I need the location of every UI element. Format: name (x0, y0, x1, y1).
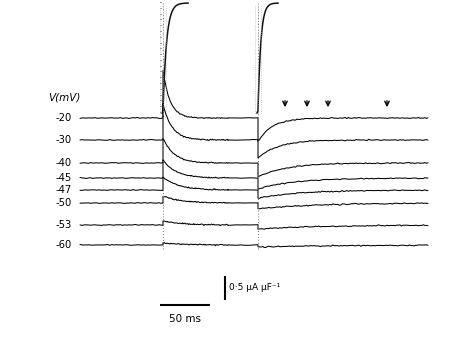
Text: -53: -53 (56, 220, 72, 230)
Text: V(mV): V(mV) (48, 93, 80, 103)
Text: -30: -30 (56, 135, 72, 145)
Text: -40: -40 (56, 158, 72, 168)
Text: -20: -20 (56, 113, 72, 123)
Text: -60: -60 (56, 240, 72, 250)
Text: -50: -50 (56, 198, 72, 208)
Text: 50 ms: 50 ms (169, 314, 201, 324)
Text: 0·5 μA μF⁻¹: 0·5 μA μF⁻¹ (229, 284, 280, 293)
Text: -45: -45 (56, 173, 72, 183)
Text: -47: -47 (56, 185, 72, 195)
